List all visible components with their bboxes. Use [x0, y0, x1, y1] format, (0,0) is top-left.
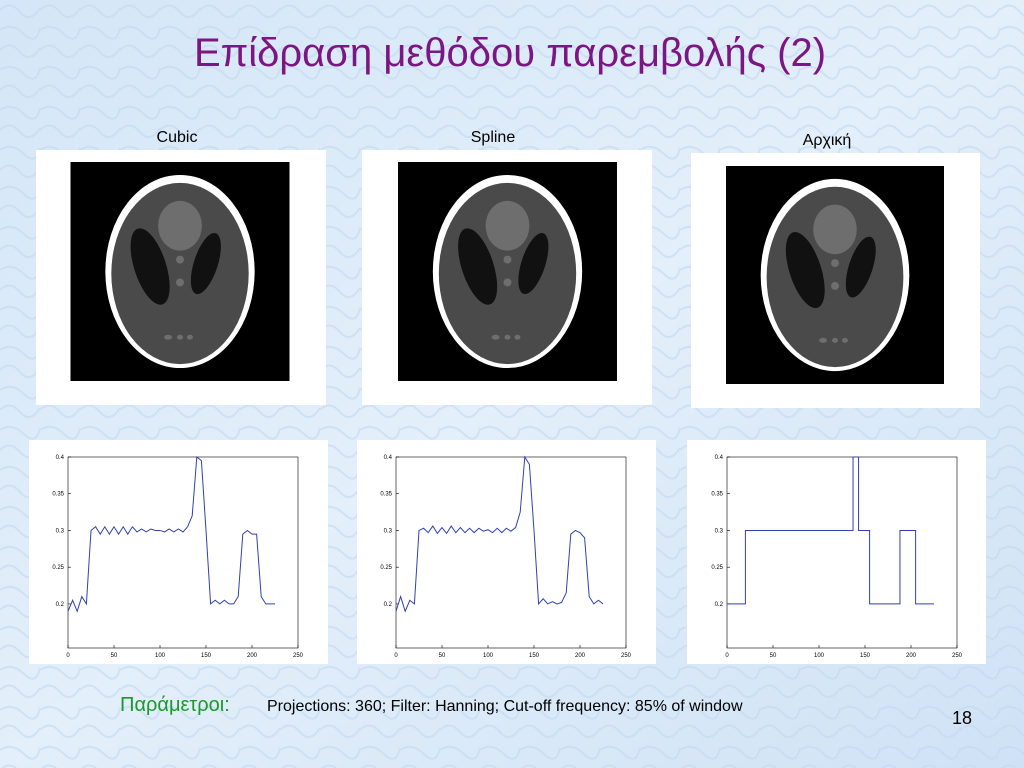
x-tick-label: 250	[293, 653, 304, 659]
page-number: 18	[952, 708, 972, 728]
y-tick-label: 0.2	[384, 602, 393, 608]
x-tick-label: 200	[906, 653, 917, 659]
footer-text: Projections: 360; Filter: Hanning; Cut-o…	[267, 698, 743, 715]
x-tick-label: 0	[66, 653, 70, 659]
y-tick-label: 0.35	[711, 492, 723, 498]
plot-frame	[357, 440, 656, 664]
profile-line	[727, 456, 934, 605]
y-tick-label: 0.4	[715, 455, 724, 461]
profile-line	[396, 455, 604, 613]
image-label: Αρχική	[803, 132, 852, 149]
x-tick-label: 50	[770, 653, 777, 659]
x-tick-label: 100	[155, 653, 166, 659]
title: Επίδραση μεθόδου παρεμβολής (2)	[194, 31, 826, 75]
x-tick-label: 150	[860, 653, 871, 659]
y-tick-label: 0.25	[380, 565, 392, 571]
y-tick-label: 0.3	[56, 528, 65, 534]
x-tick-label: 100	[814, 653, 825, 659]
axes-box	[67, 456, 299, 649]
x-tick-label: 50	[439, 653, 446, 659]
y-tick-label: 0.4	[56, 455, 65, 461]
y-tick-label: 0.35	[380, 492, 392, 498]
axes-box	[395, 456, 627, 649]
y-tick-label: 0.3	[384, 528, 393, 534]
x-tick-label: 0	[725, 653, 729, 659]
x-tick-label: 0	[394, 653, 398, 659]
x-tick-label: 150	[529, 653, 540, 659]
y-tick-label: 0.2	[715, 602, 724, 608]
profile-line	[68, 456, 275, 613]
image-label: Spline	[471, 129, 516, 146]
plot-frame	[687, 440, 986, 664]
phantom-image	[398, 162, 617, 381]
phantom-image	[70, 162, 290, 381]
x-tick-label: 200	[575, 653, 586, 659]
x-tick-label: 100	[483, 653, 494, 659]
y-tick-label: 0.35	[52, 492, 64, 498]
plot-frame	[29, 440, 328, 664]
phantom-image	[726, 166, 944, 384]
y-tick-label: 0.4	[384, 455, 393, 461]
x-tick-label: 250	[952, 653, 963, 659]
axes-box	[726, 456, 958, 649]
y-tick-label: 0.25	[711, 565, 723, 571]
x-tick-label: 250	[621, 653, 632, 659]
y-tick-label: 0.25	[52, 565, 64, 571]
image-label: Cubic	[157, 129, 198, 146]
x-tick-label: 200	[247, 653, 258, 659]
x-tick-label: 50	[111, 653, 118, 659]
y-tick-label: 0.3	[715, 528, 724, 534]
y-tick-label: 0.2	[56, 602, 65, 608]
footer-label: Παράμετροι:	[120, 694, 230, 716]
x-tick-label: 150	[201, 653, 212, 659]
